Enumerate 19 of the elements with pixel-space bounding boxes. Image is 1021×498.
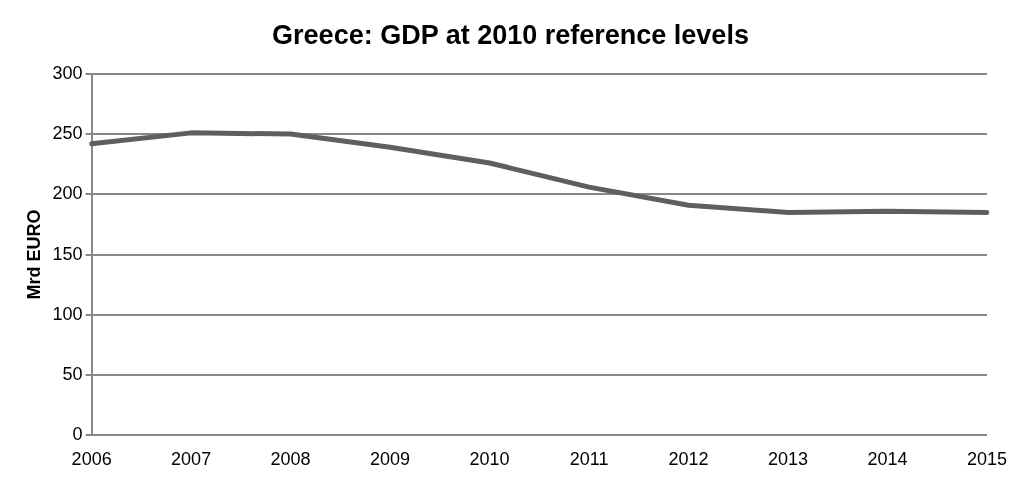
x-tick-label: 2009 [370, 449, 411, 470]
chart-title: Greece: GDP at 2010 reference levels [271, 19, 750, 52]
x-tick-label: 2010 [469, 449, 510, 470]
y-axis-title: Mrd EURO [23, 209, 44, 300]
y-tick-label: 300 [52, 62, 83, 83]
y-tick-label: 250 [52, 123, 83, 144]
y-tick-label: 0 [72, 424, 83, 445]
x-tick-label: 2012 [668, 449, 709, 470]
x-tick-label: 2014 [867, 449, 908, 470]
y-tick-label: 50 [62, 364, 83, 385]
y-tick-label: 200 [52, 183, 83, 204]
x-tick-label: 2008 [270, 449, 311, 470]
x-tick-label: 2015 [966, 449, 1007, 470]
x-tick-label: 2013 [767, 449, 809, 470]
x-tick-label: 2011 [569, 449, 609, 470]
x-tick-label: 2007 [171, 449, 212, 470]
y-tick-label: 100 [52, 303, 83, 324]
y-tick-label: 150 [52, 243, 83, 264]
x-tick-label: 2006 [71, 449, 112, 470]
